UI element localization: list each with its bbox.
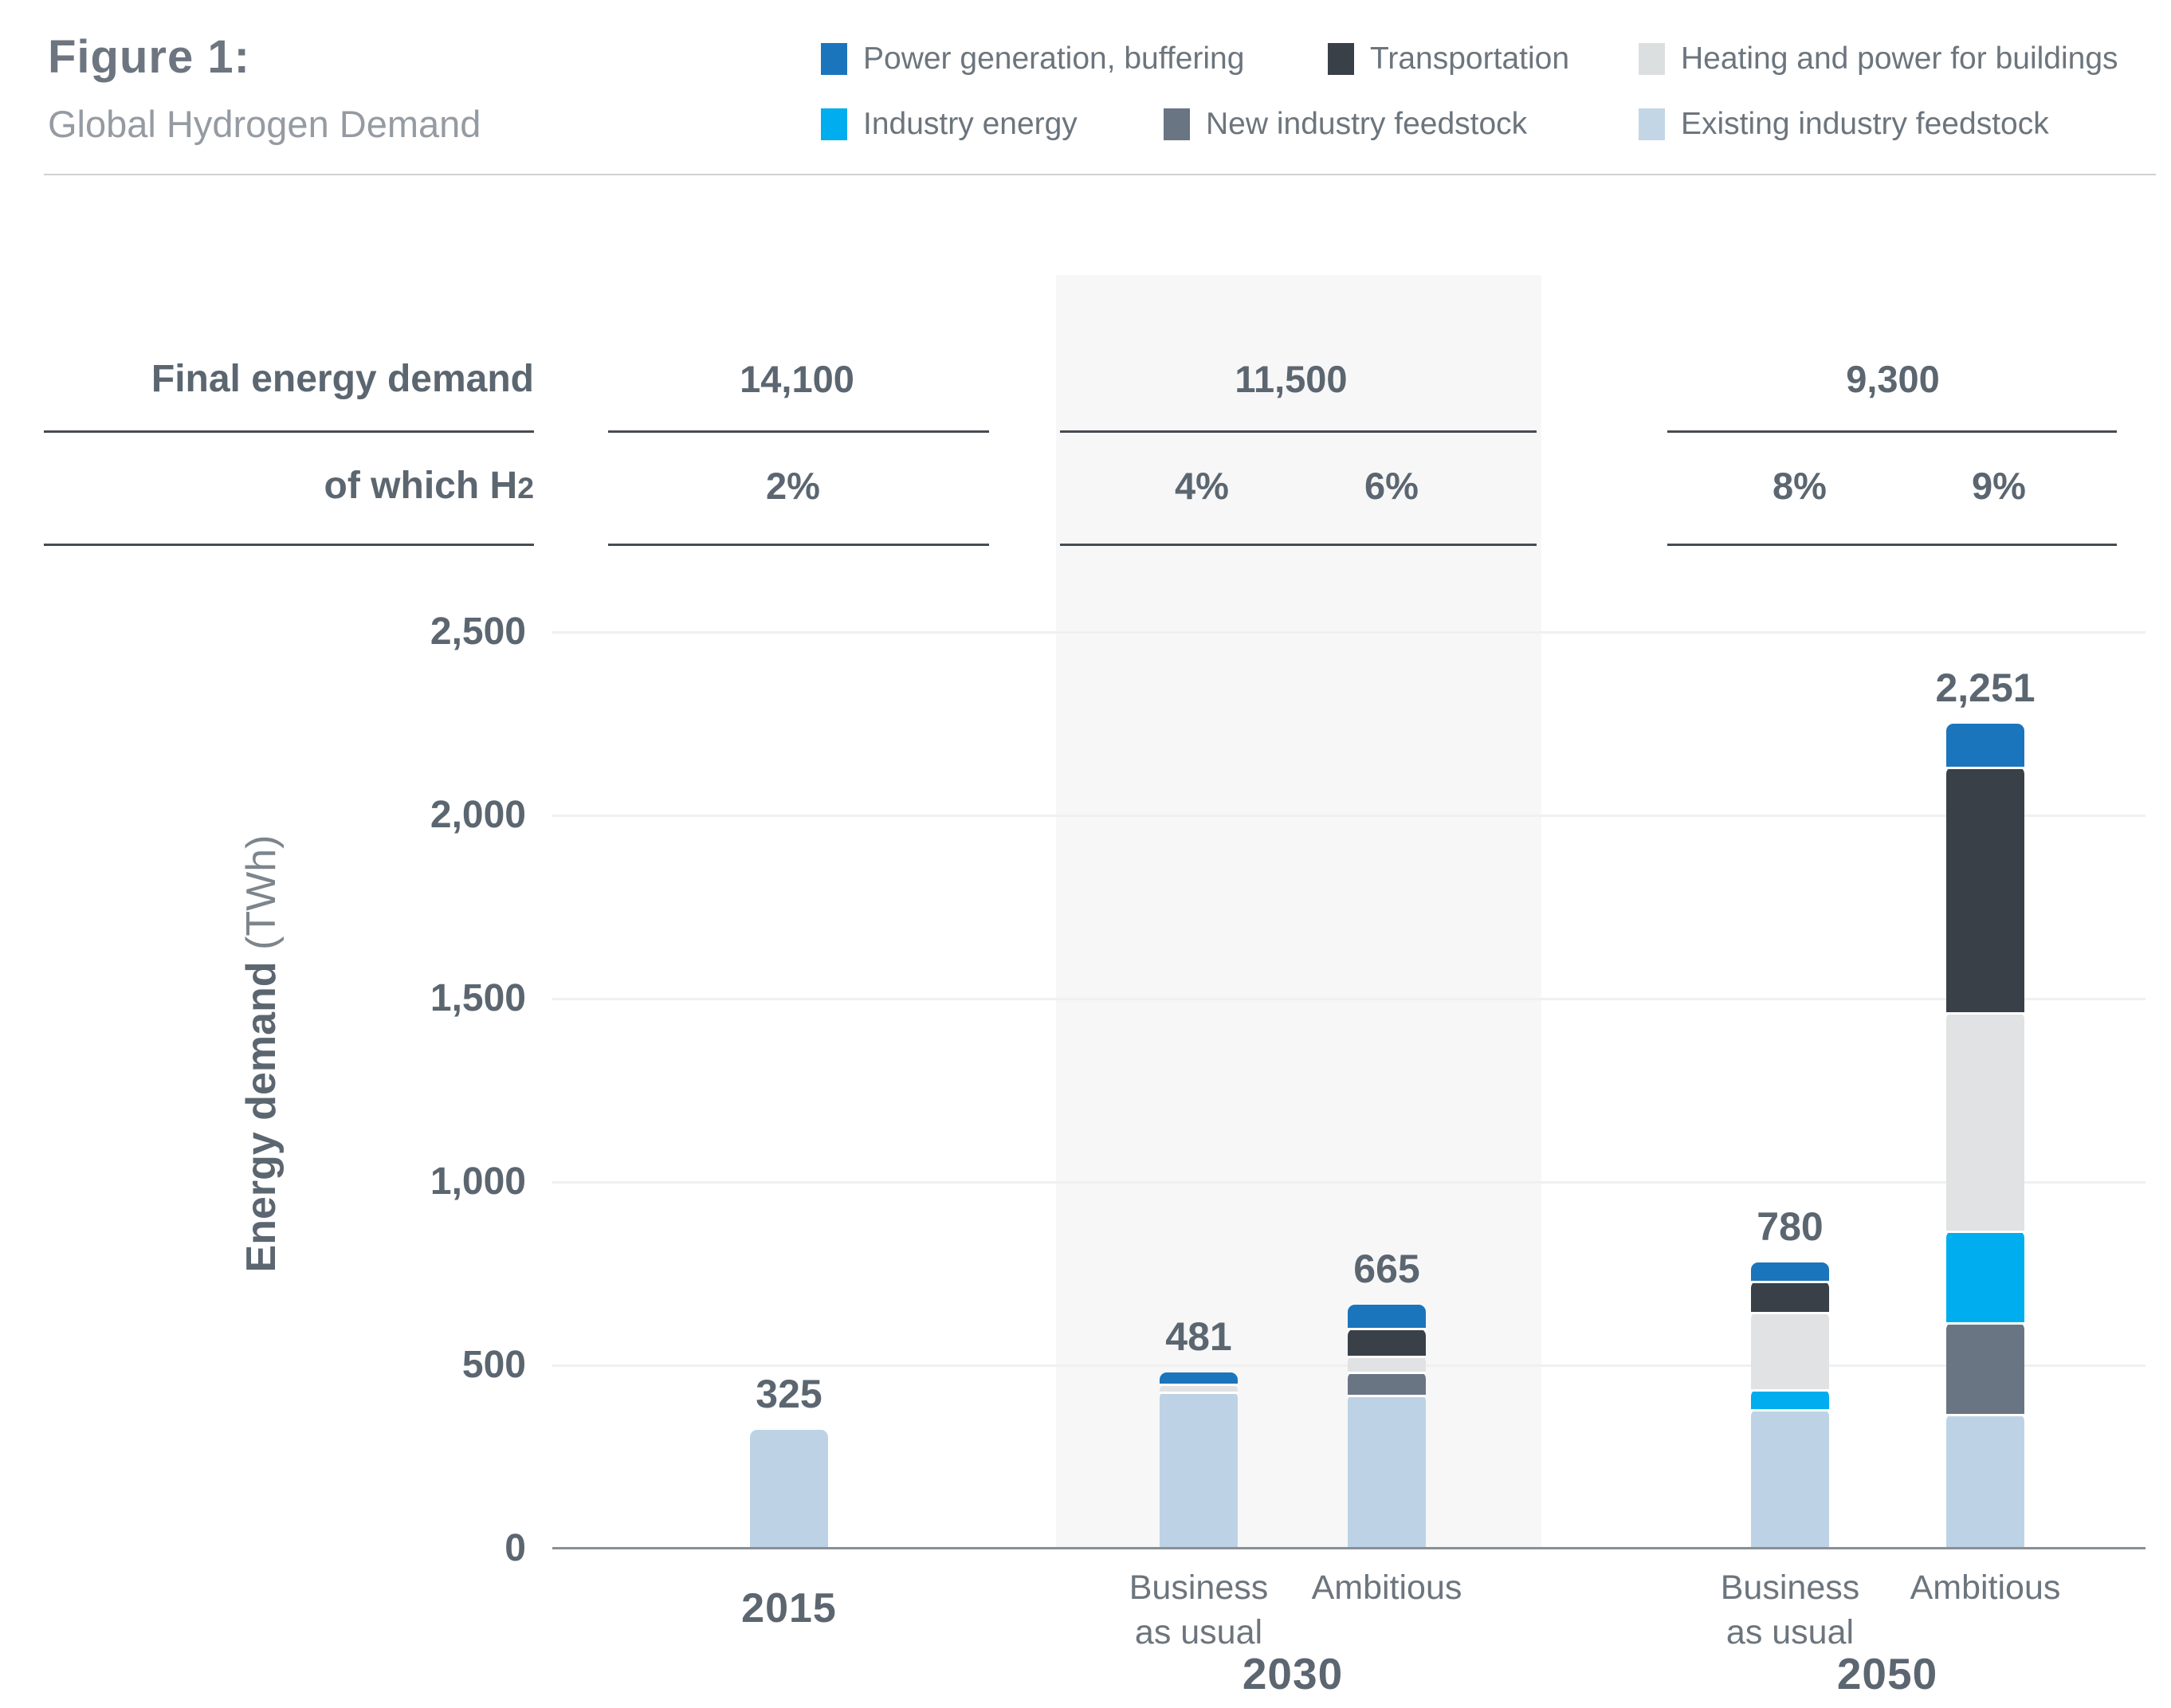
- gridline: [552, 815, 2145, 817]
- bar-total-label: 665: [1353, 1247, 1420, 1291]
- bar-segment: [1348, 1355, 1426, 1372]
- table-rule: [1060, 544, 1537, 546]
- bar-segment: [1946, 1322, 2024, 1414]
- table-rule: [1667, 544, 2117, 546]
- table-rule: [44, 430, 534, 433]
- legend-label: Existing industry feedstock: [1681, 107, 2049, 141]
- x-axis-label: 2015: [741, 1585, 837, 1631]
- legend-item-existing-industry-feedstock: Existing industry feedstock: [1639, 107, 2049, 142]
- legend-label: Industry energy: [863, 107, 1078, 141]
- h2-share-2030-ambitious: 6%: [1364, 465, 1419, 507]
- existing-industry-feedstock-swatch-icon: [1639, 108, 1665, 140]
- power-generation-swatch-icon: [821, 43, 847, 75]
- bar-segment: [750, 1430, 828, 1549]
- x-axis-label: Ambitious: [1311, 1569, 1462, 1607]
- gridline: [552, 998, 2145, 1000]
- bar-segment: [1946, 767, 2024, 1012]
- x-axis-label: Ambitious: [1910, 1569, 2061, 1607]
- bar-segment: [1946, 1012, 2024, 1231]
- bar-segment: [1946, 1231, 2024, 1322]
- y-axis-title: Energy demand (TWh): [238, 834, 285, 1273]
- bar-segment: [1751, 1281, 1829, 1312]
- row-label-of-which-h2: of which H2: [324, 465, 534, 507]
- figure-title: Global Hydrogen Demand: [48, 103, 481, 145]
- y-tick-label: 1,000: [430, 1160, 526, 1203]
- bar-segment: [1160, 1372, 1238, 1384]
- final-energy-demand-2050: 9,300: [1846, 358, 1940, 400]
- x-axis-label: Business as usual: [1720, 1569, 1860, 1651]
- legend-item-transportation: Transportation: [1328, 41, 1569, 77]
- bar-segment: [1160, 1391, 1238, 1549]
- new-industry-feedstock-swatch-icon: [1164, 108, 1190, 140]
- legend-item-industry-energy: Industry energy: [821, 107, 1078, 142]
- header-divider: [44, 174, 2156, 175]
- y-tick-label: 2,500: [430, 611, 526, 653]
- transportation-swatch-icon: [1328, 43, 1354, 75]
- industry-energy-swatch-icon: [821, 108, 847, 140]
- bar-segment: [1946, 1414, 2024, 1549]
- y-tick-label: 1,500: [430, 977, 526, 1019]
- bar-total-label: 481: [1165, 1314, 1232, 1359]
- legend-item-heating-buildings: Heating and power for buildings: [1639, 41, 2118, 77]
- bar-segment: [1751, 1262, 1829, 1281]
- table-rule: [608, 544, 989, 546]
- h2-share-2015: 2%: [766, 465, 820, 507]
- final-energy-demand-2015: 14,100: [740, 358, 854, 400]
- x-axis-group-label: 2030: [1242, 1649, 1344, 1698]
- bar-total-label: 780: [1757, 1204, 1824, 1249]
- x-axis-label: Business as usual: [1129, 1569, 1269, 1651]
- h2-share-2050-ambitious: 9%: [1972, 465, 2026, 507]
- bar-segment: [1160, 1384, 1238, 1392]
- bar-segment: [1348, 1329, 1426, 1356]
- bar-total-label: 325: [756, 1372, 822, 1416]
- y-tick-label: 500: [461, 1344, 526, 1386]
- x-axis-line: [552, 1547, 2145, 1549]
- table-rule: [608, 430, 989, 433]
- y-tick-label: 0: [504, 1527, 526, 1569]
- legend-label: Heating and power for buildings: [1681, 41, 2118, 76]
- figure-label: Figure 1:: [48, 31, 250, 83]
- bar-segment: [1751, 1389, 1829, 1409]
- legend-label: Transportation: [1370, 41, 1570, 76]
- final-energy-demand-2030: 11,500: [1235, 358, 1348, 400]
- legend-label: New industry feedstock: [1206, 107, 1528, 141]
- bar-segment: [1946, 724, 2024, 767]
- highlight-2030-column: [1056, 275, 1541, 1549]
- bar-total-label: 2,251: [1935, 666, 2036, 710]
- bar-segment: [1348, 1394, 1426, 1549]
- heating-buildings-swatch-icon: [1639, 43, 1665, 75]
- gridline: [552, 1181, 2145, 1184]
- bar-segment: [1348, 1372, 1426, 1395]
- legend-label: Power generation, buffering: [863, 41, 1245, 76]
- y-tick-label: 2,000: [430, 794, 526, 836]
- legend-item-power-generation: Power generation, buffering: [821, 41, 1244, 77]
- h2-share-2050-bau: 8%: [1773, 465, 1827, 507]
- h2-share-2030-bau: 4%: [1175, 465, 1229, 507]
- gridline: [552, 631, 2145, 634]
- table-rule: [44, 544, 534, 546]
- bar-segment: [1751, 1409, 1829, 1549]
- table-rule: [1667, 430, 2117, 433]
- bar-segment: [1348, 1305, 1426, 1328]
- legend-item-new-industry-feedstock: New industry feedstock: [1164, 107, 1527, 142]
- bar-segment: [1751, 1312, 1829, 1389]
- row-label-final-energy-demand: Final energy demand: [151, 358, 534, 400]
- table-rule: [1060, 430, 1537, 433]
- x-axis-group-label: 2050: [1836, 1649, 1938, 1698]
